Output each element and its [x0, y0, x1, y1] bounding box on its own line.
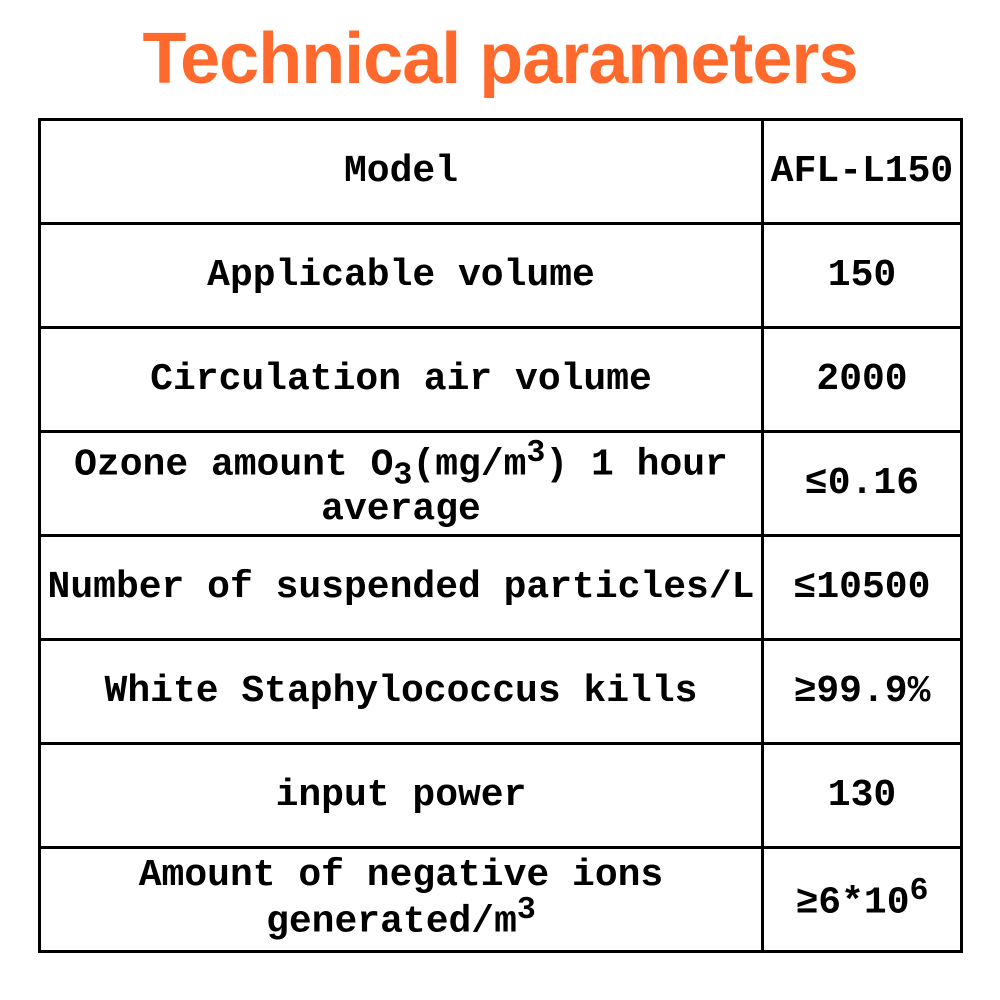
param-cell: White Staphylococcus kills: [40, 640, 763, 744]
param-cell: Applicable volume: [40, 224, 763, 328]
page-title: Technical parameters: [0, 18, 1000, 100]
table-row: Applicable volume 150: [40, 224, 962, 328]
value-cell: 130: [763, 744, 962, 848]
param-cell: input power: [40, 744, 763, 848]
value-cell: ≤10500: [763, 536, 962, 640]
table-row: Model AFL-L150: [40, 120, 962, 224]
param-cell: Circulation air volume: [40, 328, 763, 432]
table-row: Circulation air volume 2000: [40, 328, 962, 432]
table-row: input power 130: [40, 744, 962, 848]
table-row: Number of suspended particles/L ≤10500: [40, 536, 962, 640]
value-cell: AFL-L150: [763, 120, 962, 224]
spec-table-body: Model AFL-L150 Applicable volume 150 Cir…: [40, 120, 962, 952]
value-cell: 2000: [763, 328, 962, 432]
param-cell: Number of suspended particles/L: [40, 536, 763, 640]
value-cell: ≤0.16: [763, 432, 962, 536]
table-row: Ozone amount O3(mg/m3) 1 hour average ≤0…: [40, 432, 962, 536]
value-cell: ≥99.9%: [763, 640, 962, 744]
value-cell: 150: [763, 224, 962, 328]
value-cell: ≥6*106: [763, 848, 962, 952]
param-cell: Ozone amount O3(mg/m3) 1 hour average: [40, 432, 763, 536]
table-row: White Staphylococcus kills ≥99.9%: [40, 640, 962, 744]
spec-table: Model AFL-L150 Applicable volume 150 Cir…: [38, 118, 963, 953]
table-row: Amount of negative ions generated/m3 ≥6*…: [40, 848, 962, 952]
param-cell: Model: [40, 120, 763, 224]
param-cell: Amount of negative ions generated/m3: [40, 848, 763, 952]
